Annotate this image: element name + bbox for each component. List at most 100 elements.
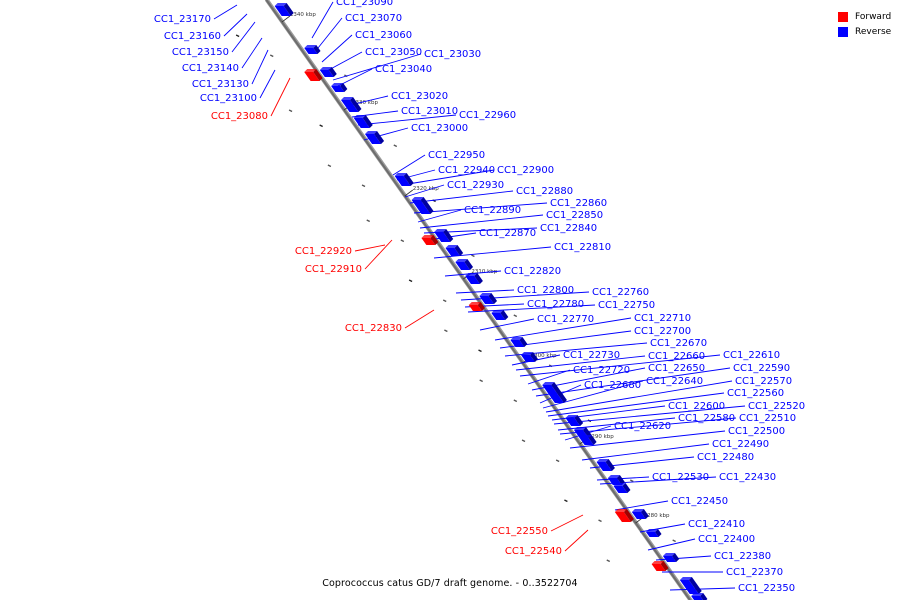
gene-block-top bbox=[491, 310, 504, 313]
gene-label[interactable]: CC1_23040 bbox=[375, 64, 432, 75]
gene-label[interactable]: CC1_22830 bbox=[345, 323, 402, 334]
gene-label[interactable]: CC1_22670 bbox=[650, 338, 707, 349]
gene-label[interactable]: CC1_23080 bbox=[211, 111, 268, 122]
gene-block-top bbox=[304, 69, 317, 72]
gene-label[interactable]: CC1_22760 bbox=[592, 287, 649, 298]
gene-label[interactable]: CC1_22880 bbox=[516, 186, 573, 197]
gene-block-top bbox=[479, 293, 492, 296]
gene-block-shade bbox=[688, 577, 702, 594]
gene-label[interactable]: CC1_23100 bbox=[200, 93, 257, 104]
gene-label[interactable]: CC1_22920 bbox=[295, 246, 352, 257]
gene-label[interactable]: CC1_22960 bbox=[459, 110, 516, 121]
gene-block-top bbox=[662, 553, 675, 556]
gene-label[interactable]: CC1_23020 bbox=[391, 91, 448, 102]
gene-label[interactable]: CC1_23070 bbox=[345, 13, 402, 24]
gene-label[interactable]: CC1_23060 bbox=[355, 30, 412, 41]
reverse-gene-block bbox=[679, 580, 699, 594]
gene-leader-line bbox=[455, 289, 515, 294]
gene-label[interactable]: CC1_22840 bbox=[540, 223, 597, 234]
gene-label[interactable]: CC1_22660 bbox=[648, 351, 705, 362]
reverse-gene-block bbox=[304, 48, 318, 54]
gene-label[interactable]: CC1_22870 bbox=[479, 228, 536, 239]
gene-label[interactable]: CC1_22600 bbox=[668, 401, 725, 412]
reverse-gene-block bbox=[331, 86, 345, 92]
gene-label[interactable]: CC1_23050 bbox=[365, 47, 422, 58]
gene-label[interactable]: CC1_22550 bbox=[491, 526, 548, 537]
gene-block-shade bbox=[454, 245, 464, 256]
gene-label[interactable]: CC1_22450 bbox=[671, 496, 728, 507]
gene-label[interactable]: CC1_22890 bbox=[464, 205, 521, 216]
gene-label[interactable]: CC1_22800 bbox=[517, 285, 574, 296]
gene-label[interactable]: CC1_22490 bbox=[712, 439, 769, 450]
gene-label[interactable]: CC1_23030 bbox=[424, 49, 481, 60]
orf-mark bbox=[672, 539, 676, 543]
gene-label[interactable]: CC1_23170 bbox=[154, 14, 211, 25]
gene-label[interactable]: CC1_23090 bbox=[336, 0, 393, 8]
gene-label[interactable]: CC1_22560 bbox=[727, 388, 784, 399]
gene-label[interactable]: CC1_22770 bbox=[537, 314, 594, 325]
gene-label[interactable]: CC1_22850 bbox=[546, 210, 603, 221]
gene-leader-line bbox=[337, 68, 373, 87]
gene-label[interactable]: CC1_22720 bbox=[573, 365, 630, 376]
gene-label[interactable]: CC1_22900 bbox=[497, 165, 554, 176]
gene-label[interactable]: CC1_22380 bbox=[714, 551, 771, 562]
gene-label[interactable]: CC1_22500 bbox=[728, 426, 785, 437]
gene-label[interactable]: CC1_22510 bbox=[739, 413, 796, 424]
scale-tick bbox=[281, 15, 291, 23]
gene-label[interactable]: CC1_22480 bbox=[697, 452, 754, 463]
gene-label[interactable]: CC1_22590 bbox=[733, 363, 790, 374]
orf-mark bbox=[400, 239, 405, 243]
orf-mark bbox=[319, 124, 323, 128]
gene-label[interactable]: CC1_22610 bbox=[723, 350, 780, 361]
gene-leader-line bbox=[545, 380, 733, 413]
gene-label[interactable]: CC1_22540 bbox=[505, 546, 562, 557]
gene-block-top bbox=[434, 229, 447, 232]
gene-label[interactable]: CC1_22730 bbox=[563, 350, 620, 361]
gene-label[interactable]: CC1_22430 bbox=[719, 472, 776, 483]
gene-label[interactable]: CC1_23150 bbox=[172, 47, 229, 58]
gene-block-top bbox=[394, 173, 407, 176]
gene-block-shade bbox=[654, 529, 662, 537]
gene-label[interactable]: CC1_22750 bbox=[598, 300, 655, 311]
gene-label[interactable]: CC1_22930 bbox=[447, 180, 504, 191]
gene-label[interactable]: CC1_23160 bbox=[164, 31, 221, 42]
gene-label[interactable]: CC1_22780 bbox=[527, 299, 584, 310]
gene-leader-line bbox=[354, 244, 386, 252]
gene-label[interactable]: CC1_22520 bbox=[748, 401, 805, 412]
gene-label[interactable]: CC1_22910 bbox=[305, 264, 362, 275]
gene-block-shade bbox=[605, 459, 615, 471]
gene-block-shade bbox=[640, 509, 649, 519]
gene-label[interactable]: CC1_22950 bbox=[428, 150, 485, 161]
gene-label[interactable]: CC1_22640 bbox=[646, 376, 703, 387]
gene-label[interactable]: CC1_22370 bbox=[726, 567, 783, 578]
gene-block-shade bbox=[574, 415, 584, 426]
gene-label[interactable]: CC1_23130 bbox=[192, 79, 249, 90]
reverse-swatch bbox=[838, 26, 848, 37]
gene-label[interactable]: CC1_22820 bbox=[504, 266, 561, 277]
gene-leader-line bbox=[357, 114, 457, 126]
gene-label[interactable]: CC1_22530 bbox=[652, 472, 709, 483]
gene-label[interactable]: CC1_22350 bbox=[738, 583, 795, 594]
gene-label[interactable]: CC1_22620 bbox=[614, 421, 671, 432]
gene-label[interactable]: CC1_22810 bbox=[554, 242, 611, 253]
gene-label[interactable]: CC1_23010 bbox=[401, 106, 458, 117]
gene-label[interactable]: CC1_22580 bbox=[678, 413, 735, 424]
gene-label[interactable]: CC1_22400 bbox=[698, 534, 755, 545]
gene-label[interactable]: CC1_22710 bbox=[634, 313, 691, 324]
gene-label[interactable]: CC1_22410 bbox=[688, 519, 745, 530]
gene-label[interactable]: CC1_22860 bbox=[550, 198, 607, 209]
gene-label[interactable]: CC1_23140 bbox=[182, 63, 239, 74]
gene-leader-line bbox=[669, 587, 736, 591]
gene-label[interactable]: CC1_22680 bbox=[584, 380, 641, 391]
gene-label[interactable]: CC1_22700 bbox=[634, 326, 691, 337]
gene-leader-line bbox=[433, 246, 552, 259]
gene-label[interactable]: CC1_22650 bbox=[648, 363, 705, 374]
gene-block-top bbox=[651, 561, 664, 564]
gene-label[interactable]: CC1_22940 bbox=[438, 165, 495, 176]
gene-label[interactable]: CC1_22570 bbox=[735, 376, 792, 387]
gene-label[interactable]: CC1_23000 bbox=[411, 123, 468, 134]
orf-mark bbox=[629, 479, 634, 483]
gene-block-shade bbox=[477, 302, 485, 311]
orf-mark bbox=[598, 519, 602, 523]
